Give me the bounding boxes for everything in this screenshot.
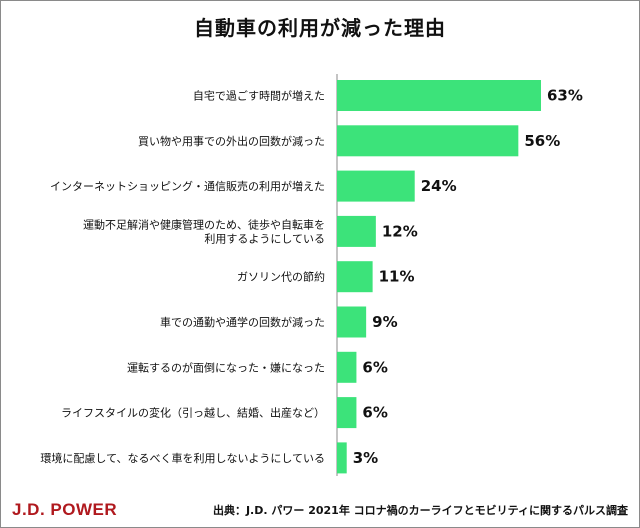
value-label-5: 9% — [372, 313, 397, 331]
bar-5 — [337, 306, 367, 338]
category-label-3-line-0: 運動不足解消や健康管理のため、徒歩や自転車を — [83, 217, 325, 231]
bar-7 — [337, 397, 357, 429]
value-label-0: 63% — [547, 87, 583, 105]
category-label-1: 買い物や用事での外出の回数が減った — [138, 134, 325, 148]
value-label-1: 56% — [524, 132, 560, 150]
value-label-3: 12% — [382, 222, 418, 240]
category-label-5: 車での通勤や通学の回数が減った — [160, 315, 325, 329]
value-label-8: 3% — [353, 449, 378, 467]
bar-1 — [337, 125, 519, 157]
bar-4 — [337, 261, 373, 293]
bar-0 — [337, 80, 541, 111]
chart-title: 自動車の利用が減った理由 — [194, 16, 446, 40]
category-label-4: ガソリン代の節約 — [237, 270, 325, 284]
value-label-6: 6% — [362, 358, 387, 376]
category-label-6: 運転するのが面倒になった・嫌になった — [127, 360, 325, 374]
category-label-3-line-1: 利用するようにしている — [204, 232, 325, 245]
category-label-7: ライフスタイルの変化（引っ越し、結婚、出産など） — [61, 406, 325, 420]
source-note: 出典：J.D. パワー 2021年 コロナ禍のカーライフとモビリティに関するパル… — [212, 504, 628, 517]
bar-8 — [337, 442, 347, 474]
category-label-8: 環境に配慮して、なるべく車を利用しないようにしている — [40, 451, 325, 465]
value-label-2: 24% — [421, 177, 457, 195]
bar-2 — [337, 170, 415, 202]
category-label-2: インターネットショッピング・通信販売の利用が増えた — [50, 179, 325, 193]
bar-6 — [337, 351, 357, 383]
bar-3 — [337, 215, 376, 247]
category-label-0: 自宅で過ごす時間が増えた — [193, 89, 325, 103]
value-label-7: 6% — [362, 404, 387, 422]
value-label-4: 11% — [379, 268, 415, 286]
jd-power-logo: J.D. POWER — [12, 500, 118, 519]
